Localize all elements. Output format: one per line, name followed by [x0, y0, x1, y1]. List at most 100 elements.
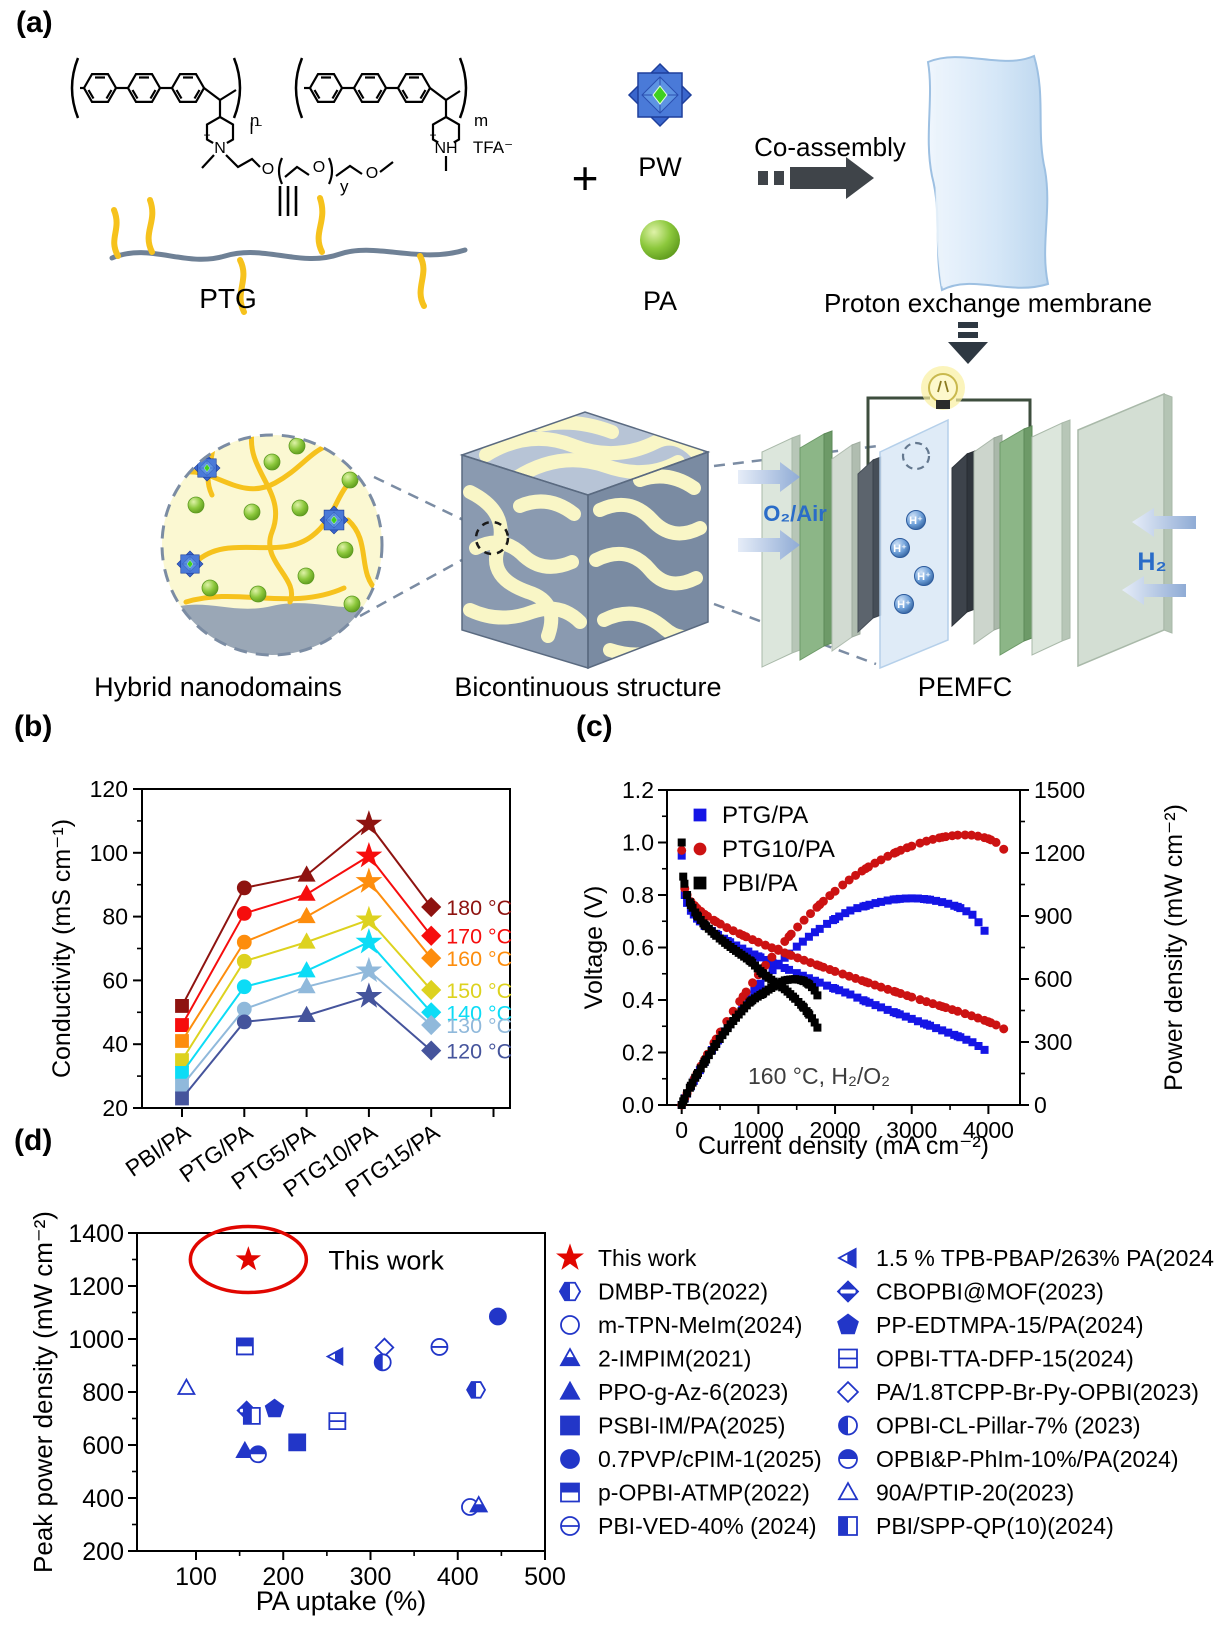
- h2-inlet-arrow-icon: [1122, 576, 1186, 605]
- hydrophobic-domain: [162, 602, 382, 655]
- repeat-n: n: [250, 111, 259, 130]
- marker-tri-left: [837, 1247, 857, 1269]
- chart-text: 0.8: [622, 882, 654, 908]
- scatter-point: [466, 1381, 487, 1399]
- marker-square-fill: [768, 966, 777, 975]
- scatter-point: [373, 1353, 392, 1372]
- bracket-open: [70, 57, 80, 119]
- marker-square-fill: [679, 872, 688, 881]
- legend-item: p-OPBI-ATMP(2022): [560, 1480, 810, 1506]
- scatter-point: [264, 1398, 285, 1418]
- circuit-wire: [866, 396, 930, 470]
- membrane-icon: [926, 54, 1050, 292]
- panel-d-legend: This work DMBP-TB(2022) m-TPN-MeIm(2024) 2-…: [556, 1243, 1214, 1539]
- marker-square-fill: [813, 1023, 822, 1032]
- marker-square-fill: [560, 1415, 580, 1436]
- marker-square-fill: [693, 876, 707, 890]
- pw-cluster-icon: [319, 505, 349, 535]
- chart-text: 100: [90, 840, 128, 866]
- repeat-y: y: [340, 177, 349, 196]
- chart-text: 20: [102, 1095, 128, 1121]
- h-plus-label: H⁺: [893, 543, 907, 555]
- ptg-chemical-structure: n N + I⁻ O O y O: [70, 57, 513, 196]
- chart-text: 60: [102, 967, 128, 993]
- chart-text: 90A/PTIP-20(2023): [876, 1480, 1074, 1506]
- panel-b-label: (b): [14, 710, 53, 743]
- marker-circle-fill: [748, 978, 758, 988]
- marker-circle-fill: [844, 875, 854, 885]
- marker-circle-hline: [560, 1516, 580, 1536]
- chart-text: 200: [262, 1563, 304, 1591]
- chart-text: 140 °C: [446, 1001, 512, 1025]
- chart-text: PA/1.8TCPP-Br-Py-OPBI(2023): [876, 1379, 1199, 1405]
- legend-item: m-TPN-MeIm(2024): [560, 1312, 802, 1338]
- marker-circle-fill: [773, 944, 783, 954]
- marker-star: [355, 867, 383, 893]
- o2-air-label: O₂/Air: [763, 501, 827, 526]
- marker-circle-fill: [830, 966, 840, 976]
- hybrid-nanodomains-label: Hybrid nanodomains: [94, 672, 342, 702]
- chart-text: 170 °C: [446, 925, 512, 949]
- marker-star: [355, 810, 383, 836]
- scatter-point: [288, 1433, 307, 1452]
- marker-square-fill: [823, 919, 832, 928]
- chart-text: CBOPBI@MOF(2023): [876, 1279, 1104, 1305]
- plus-sign: +: [572, 152, 599, 204]
- chart-text: PPO-g-Az-6(2023): [598, 1379, 788, 1405]
- marker-square: [175, 1066, 189, 1080]
- pw-cluster-icon: [193, 454, 221, 482]
- legend-item: 90A/PTIP-20(2023): [837, 1480, 1074, 1506]
- chart-text: This work: [598, 1245, 697, 1271]
- marker-circle-fill: [991, 1020, 1001, 1030]
- marker-square-fill: [907, 1014, 916, 1023]
- marker-diamond: [421, 947, 442, 969]
- chart-text: PTG10/PA: [722, 836, 835, 863]
- pemfc-illustration: H⁺ H⁺ H⁺ H⁺ O₂/Air H₂: [738, 366, 1196, 670]
- bulb-icon: [921, 366, 965, 410]
- pa-sphere-icon: [640, 220, 680, 260]
- marker-square-fill: [877, 897, 886, 906]
- marker-circle-top: [838, 1449, 858, 1469]
- panel-c-legend: PTG/PA PTG10/PA PBI/PA: [693, 802, 835, 897]
- marker-circle-left: [838, 1415, 858, 1436]
- pw-cluster-icon: [176, 550, 204, 578]
- chart-text: 100: [175, 1563, 217, 1591]
- repeat-m: m: [474, 111, 488, 130]
- chart-text: Power density (mW cm⁻²): [1160, 804, 1188, 1091]
- chart-text: 1.0: [622, 830, 654, 856]
- marker-square-fill: [677, 838, 686, 847]
- chart-text: 300: [350, 1563, 392, 1591]
- scatter-point: [235, 1440, 255, 1458]
- marker-square: [175, 1018, 189, 1032]
- marker-square-left: [838, 1516, 858, 1536]
- chart-text: PSBI-IM/PA(2025): [598, 1413, 785, 1439]
- chart-text: 40: [102, 1031, 128, 1057]
- chart-text: 500: [524, 1563, 566, 1591]
- panel-c-axes: 0 1000 2000 3000 4000 0.0 0.2 0.4 0.6 0.8 1.0 1.2 0 3…: [580, 777, 1188, 1160]
- marker-circle: [236, 953, 252, 969]
- proton-icons: H⁺ H⁺ H⁺ H⁺: [890, 510, 934, 614]
- chart-text: 600: [1034, 966, 1072, 992]
- chart-text: m-TPN-MeIm(2024): [598, 1312, 802, 1338]
- chart-text: Current density (mA cm⁻²): [698, 1132, 989, 1160]
- marker-circle-fill: [851, 870, 861, 880]
- marker-square-fill: [683, 890, 692, 900]
- marker-square-fill: [865, 900, 874, 909]
- marker-triangle: [297, 977, 316, 994]
- marker-circle-fill: [818, 896, 828, 906]
- marker-circle: [236, 1001, 252, 1017]
- marker-square-fill: [756, 979, 765, 988]
- marker-square-fill: [680, 879, 689, 888]
- marker-triangle: [297, 1005, 316, 1023]
- legend-item: This work: [556, 1243, 697, 1271]
- co-assembly-label: Co-assembly: [754, 132, 906, 162]
- marker-square-fill: [853, 904, 862, 913]
- legend-item: OPBI-CL-Pillar-7% (2023): [838, 1413, 1141, 1439]
- equivalence-symbol: [278, 186, 298, 216]
- legend-item: 2-IMPIM(2021): [559, 1346, 751, 1372]
- marker-square-fill: [907, 894, 916, 903]
- h-plus-label: H⁺: [897, 599, 911, 611]
- chart-text: 400: [82, 1485, 124, 1513]
- marker-star: [355, 982, 383, 1008]
- chart-text: 400: [437, 1563, 479, 1591]
